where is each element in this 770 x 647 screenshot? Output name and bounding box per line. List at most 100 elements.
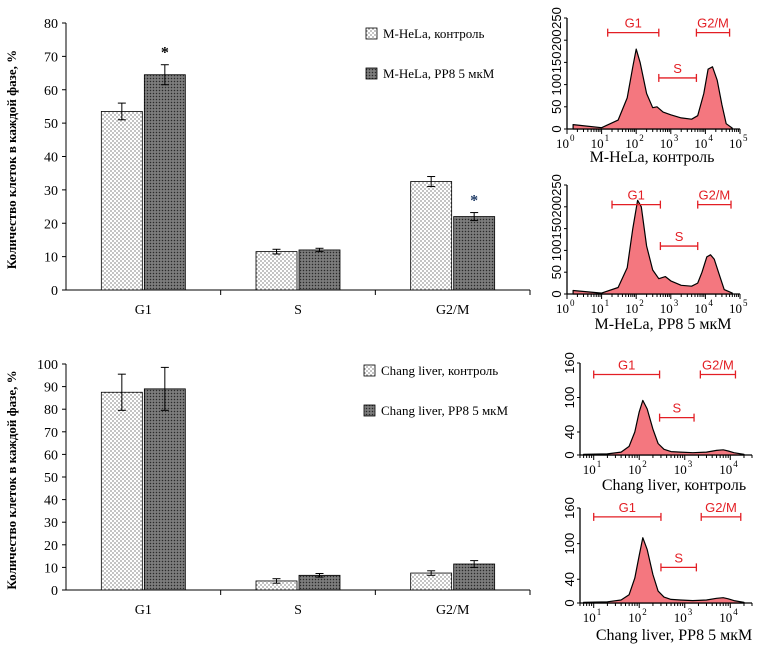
- y-tick-label: 40: [44, 151, 58, 166]
- tick-exponent: 2: [642, 607, 647, 617]
- hist-x-tick-label: 10 0: [556, 133, 575, 151]
- histogram-area: [583, 537, 745, 604]
- y-tick-label: 70: [44, 50, 58, 65]
- tick-base: 10: [660, 136, 673, 151]
- legend-swatch: [363, 404, 376, 417]
- tick-exponent: 3: [688, 607, 693, 617]
- gate-label: G2/M: [697, 16, 729, 31]
- y-tick-label: 20: [44, 217, 58, 232]
- tick-exponent: 5: [743, 298, 748, 308]
- tick-base: 10: [625, 301, 638, 316]
- gate-S: S: [658, 401, 695, 422]
- tick-exponent: 1: [597, 459, 602, 469]
- tick-base: 10: [556, 136, 569, 151]
- gate-G2M: G2/M: [695, 16, 731, 37]
- hist-x-tick-label: 10 2: [628, 607, 647, 625]
- x-tick-label: S: [294, 603, 302, 618]
- legend-label: M-HeLa, контроль: [383, 26, 485, 41]
- tick-exponent: 3: [674, 298, 679, 308]
- significance-marker: *: [161, 45, 169, 62]
- hist-x-tick-label: 10 3: [674, 607, 693, 625]
- bar-control-G1: [100, 391, 143, 591]
- hist-y-tick-label: 100: [549, 240, 564, 262]
- tick-base: 10: [556, 301, 569, 316]
- hist-x-tick-label: 10 1: [583, 607, 602, 625]
- y-axis-label: Количество клеток в каждой фазе, %: [4, 370, 19, 589]
- hist-x-tick-label: 10 5: [729, 133, 748, 151]
- tick-exponent: 5: [743, 133, 748, 143]
- bar-pp8-G2M: [453, 563, 496, 591]
- y-tick-label: 30: [44, 516, 58, 531]
- tick-exponent: 4: [708, 133, 713, 143]
- hist-y-tick-label: 160: [562, 352, 577, 374]
- histogram-area: [583, 399, 745, 456]
- gate-G1: G1: [607, 16, 660, 37]
- x-tick-label: G1: [135, 603, 152, 618]
- histogram-title: Chang liver, контроль: [602, 477, 746, 494]
- tick-base: 10: [719, 462, 732, 477]
- hist-y-tick-label: 0: [562, 599, 577, 606]
- x-tick-label: G2/M: [436, 603, 470, 618]
- y-tick-label: 70: [44, 426, 58, 441]
- y-tick-label: 90: [44, 381, 58, 396]
- gate-label: G2/M: [702, 358, 734, 373]
- y-tick-label: 80: [44, 403, 58, 418]
- hist-x-tick-label: 10 4: [694, 298, 713, 316]
- hist-y-tick-label: 50: [549, 100, 564, 114]
- hist-x-tick-label: 10 2: [625, 133, 644, 151]
- bar-chart-2: 0 10 20 30 40 50 60 70 80 90 100 Количество клеток …: [4, 358, 531, 618]
- hist-y-tick-label: 150: [549, 52, 564, 74]
- legend-label: Chang liver, контроль: [381, 363, 498, 378]
- bar-control-G2M: [410, 181, 453, 291]
- y-tick-label: 10: [44, 561, 58, 576]
- hist-y-tick-label: 100: [562, 387, 577, 409]
- gate-label: S: [672, 401, 681, 416]
- tick-exponent: 2: [639, 298, 644, 308]
- y-tick-label: 60: [44, 448, 58, 463]
- histogram-title: M-HeLa, контроль: [590, 149, 715, 166]
- hist-y-tick-label: 100: [562, 533, 577, 555]
- hist-y-tick-label: 0: [562, 451, 577, 458]
- bar-pp8-G2M: [453, 216, 496, 291]
- y-tick-label: 100: [37, 358, 58, 373]
- hist-x-tick-label: 10 0: [556, 298, 575, 316]
- tick-base: 10: [583, 462, 596, 477]
- histogram-area: [572, 48, 733, 130]
- tick-base: 10: [674, 610, 687, 625]
- hist-x-tick-label: 10 5: [729, 298, 748, 316]
- tick-exponent: 0: [570, 133, 575, 143]
- y-tick-label: 0: [51, 284, 58, 299]
- tick-exponent: 2: [639, 133, 644, 143]
- gate-label: G2/M: [705, 500, 737, 515]
- gate-G2M: G2/M: [699, 358, 737, 379]
- gate-G1: G1: [593, 358, 661, 379]
- gate-label: G1: [628, 188, 645, 203]
- gate-G2M: G2/M: [700, 500, 742, 521]
- tick-base: 10: [660, 301, 673, 316]
- hist-y-tick-label: 250: [549, 7, 564, 29]
- hist-y-tick-label: 160: [562, 497, 577, 519]
- bar-chart-1: 0 10 20 30 40 50 60 70 80 Количество клеток в каж…: [4, 17, 531, 318]
- hist-x-tick-label: 10 1: [583, 459, 602, 477]
- x-tick-label: G2/M: [436, 303, 470, 318]
- gate-label: S: [675, 229, 684, 244]
- hist-y-tick-label: 200: [549, 196, 564, 218]
- tick-exponent: 1: [605, 133, 610, 143]
- hist-x-tick-label: 10 3: [660, 298, 679, 316]
- significance-marker: *: [470, 193, 478, 210]
- tick-exponent: 1: [597, 607, 602, 617]
- hist-y-tick-label: 150: [549, 218, 564, 240]
- y-tick-label: 20: [44, 539, 58, 554]
- gate-S: S: [660, 550, 698, 572]
- tick-base: 10: [729, 301, 742, 316]
- tick-base: 10: [694, 136, 707, 151]
- histogram-title: M-HeLa, PP8 5 мкМ: [594, 316, 731, 333]
- hist-y-tick-label: 250: [549, 174, 564, 196]
- gate-S: S: [658, 61, 698, 82]
- gate-label: G1: [625, 16, 642, 31]
- y-tick-label: 40: [44, 494, 58, 509]
- tick-base: 10: [694, 301, 707, 316]
